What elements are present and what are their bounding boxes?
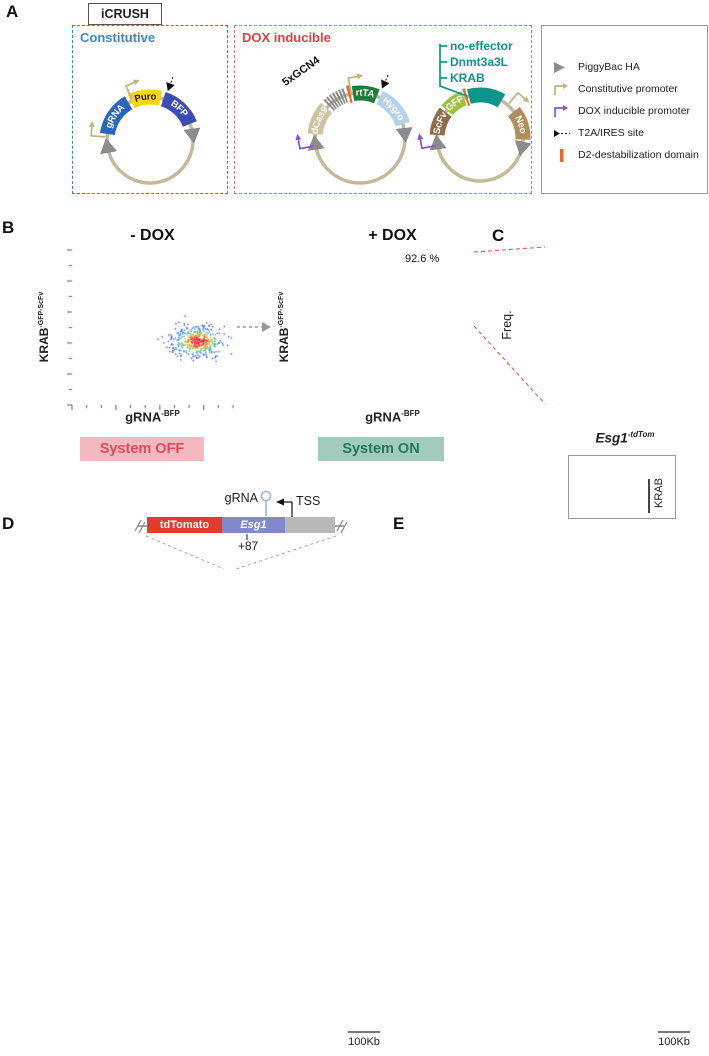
gcn4-repeat-stripe bbox=[338, 89, 346, 104]
constitutive-promoter-icon bbox=[124, 79, 140, 100]
panel-label-d: D bbox=[2, 514, 15, 533]
esg1-gene-box: Esg1 bbox=[222, 517, 285, 533]
legend-item-label: PiggyBac HA bbox=[578, 61, 640, 73]
plasmid-legend-box: PiggyBac HA Constitutive promoter DOX indu… bbox=[541, 25, 708, 194]
system-on-badge: System ON bbox=[318, 437, 444, 461]
offset-label: +87 bbox=[237, 539, 259, 553]
segment-puro bbox=[127, 89, 163, 109]
constitutive-label: Constitutive bbox=[80, 30, 156, 45]
krab-bracket-line bbox=[648, 479, 650, 513]
flow1-x-axis-label: gRNA-BFP bbox=[365, 409, 420, 425]
gcn4-repeat-stripe bbox=[341, 88, 349, 103]
segment-neo bbox=[507, 106, 531, 140]
gcn4-repeat-stripe bbox=[328, 94, 340, 108]
gcn4-repeat-stripe bbox=[331, 92, 342, 107]
effector-option-KRAB: KRAB bbox=[450, 71, 485, 85]
histogram-plot bbox=[533, 243, 709, 413]
gate-percentage: 92.6 % bbox=[405, 253, 440, 265]
piggybac-ha-triangle bbox=[429, 134, 447, 151]
t2a-ires-triangle bbox=[166, 82, 175, 92]
t2a-ires-triangle bbox=[381, 79, 390, 89]
segment-hygro bbox=[376, 90, 410, 127]
piggybac-ha-triangle bbox=[395, 127, 413, 143]
flow0-x-axis-label: gRNA-BFP bbox=[125, 409, 180, 425]
panel-label-a: A bbox=[6, 2, 19, 21]
segment-bfp bbox=[160, 91, 197, 128]
d2-domain-bar bbox=[346, 85, 353, 104]
tdtomato-box: tdTomato bbox=[147, 517, 222, 533]
legend-item-constitutive-promoter: Constitutive promoter bbox=[551, 81, 678, 97]
constitutive-promoter-icon bbox=[347, 73, 364, 93]
segment-effector bbox=[466, 87, 506, 108]
segment-dcas9 bbox=[307, 102, 333, 136]
utr-box bbox=[285, 517, 335, 533]
legend-item-piggybac-triangle: PiggyBac HA bbox=[551, 59, 640, 75]
dox-promoter-icon bbox=[417, 133, 436, 150]
constitutive-promoter-icon bbox=[88, 120, 106, 138]
flow1-y-axis-label: KRAB-GFP-ScFv bbox=[277, 291, 291, 363]
grna-label: gRNA bbox=[224, 491, 258, 505]
segment-grna bbox=[99, 96, 133, 136]
t2a-site-icon bbox=[554, 129, 570, 137]
piggybac-ha-triangle bbox=[307, 134, 325, 151]
dox-inducible-label: DOX inducible bbox=[242, 30, 331, 45]
segment-scfv bbox=[429, 107, 452, 136]
scalebar-d-line bbox=[348, 1031, 380, 1033]
panel-label-b: B bbox=[2, 218, 15, 237]
hist-y-axis-label: Freq. bbox=[500, 310, 514, 340]
legend-item-t2a-site: T2A/IRES site bbox=[551, 125, 644, 141]
hist-x-axis-label: Esg1-tdTom bbox=[595, 430, 655, 446]
panel-label-c: C bbox=[492, 226, 505, 245]
krab-bracket-label: KRAB bbox=[653, 478, 665, 508]
d2-domain-icon bbox=[560, 148, 564, 162]
constitutive-promoter-icon bbox=[554, 82, 568, 95]
icrush-title: iCRUSH bbox=[88, 3, 162, 25]
gcn4-repeat-stripe bbox=[334, 90, 344, 106]
flow0-y-axis-label: KRAB-GFP-ScFv bbox=[37, 291, 51, 363]
system-off-badge: System OFF bbox=[80, 437, 204, 461]
segment-label: Puro bbox=[133, 91, 157, 104]
gcn4-repeat-stripe bbox=[323, 98, 336, 112]
gcn4-repeat-stripe bbox=[326, 96, 338, 110]
legend-item-dox-promoter: DOX inducible promoter bbox=[551, 103, 690, 119]
flow-plot-minus-dox bbox=[60, 248, 240, 418]
panel-label-e: E bbox=[393, 514, 405, 533]
legend-item-label: T2A/IRES site bbox=[578, 127, 644, 139]
tss-label: TSS bbox=[296, 494, 321, 508]
scalebar-e-label: 100Kb bbox=[658, 1036, 690, 1048]
piggybac-triangle-icon bbox=[554, 61, 565, 73]
effector-option-no-effector: no-effector bbox=[450, 39, 513, 53]
piggybac-ha-triangle bbox=[514, 140, 532, 157]
scalebar-e-line bbox=[658, 1031, 690, 1033]
effector-bracket bbox=[439, 44, 468, 97]
segment-rtta bbox=[351, 85, 380, 104]
flow-plot-plus-dox bbox=[300, 248, 480, 418]
hist-legend-box bbox=[568, 455, 676, 519]
effector-option-Dnmt3a3L: Dnmt3a3L bbox=[450, 55, 509, 69]
d2-domain-bar bbox=[462, 88, 471, 107]
scalebar-d-label: 100Kb bbox=[348, 1036, 380, 1048]
legend-item-d2-domain: D2-destabilization domain bbox=[551, 147, 699, 163]
constitutive-box bbox=[72, 25, 228, 194]
constitutive-promoter-icon bbox=[508, 91, 530, 105]
dox-promoter-icon bbox=[295, 133, 314, 150]
segment-label: rtTA bbox=[355, 87, 376, 100]
dox-inducible-box bbox=[234, 25, 532, 194]
piggybac-ha-triangle bbox=[100, 138, 117, 155]
minus-dox-title: - DOX bbox=[130, 227, 175, 244]
legend-item-label: D2-destabilization domain bbox=[578, 149, 699, 161]
segment-gfp bbox=[441, 91, 468, 116]
plus-dox-title: + DOX bbox=[368, 227, 417, 244]
legend-item-label: DOX inducible promoter bbox=[578, 105, 691, 117]
dox-promoter-icon bbox=[554, 104, 568, 117]
legend-item-label: Constitutive promoter bbox=[578, 83, 678, 95]
piggybac-ha-triangle bbox=[183, 127, 201, 144]
